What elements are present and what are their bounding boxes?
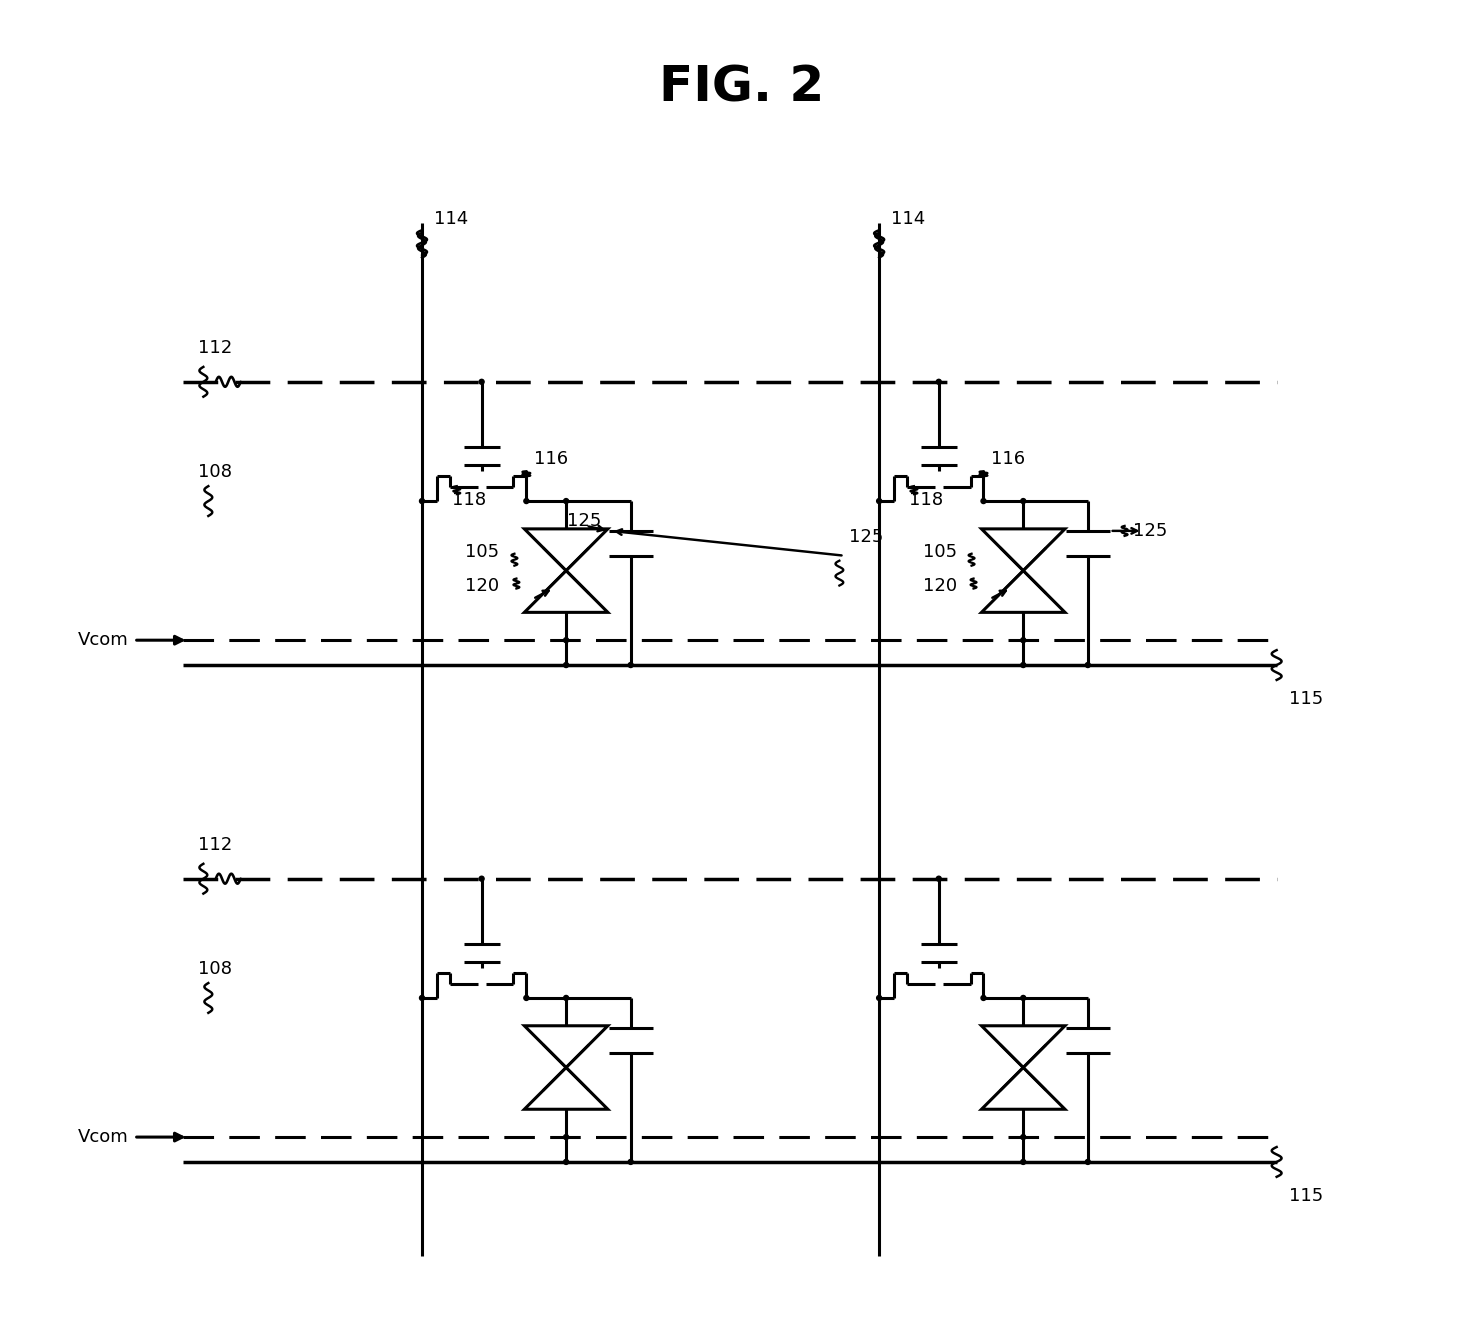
Circle shape [876, 996, 881, 1001]
Circle shape [564, 638, 568, 643]
Circle shape [479, 876, 483, 882]
Text: 116: 116 [534, 450, 568, 468]
Text: 120: 120 [922, 578, 957, 595]
Text: 115: 115 [1289, 690, 1323, 708]
Circle shape [1020, 1135, 1026, 1139]
Circle shape [420, 498, 424, 504]
Text: 115: 115 [1289, 1187, 1323, 1205]
Text: 112: 112 [199, 339, 233, 356]
Circle shape [1086, 662, 1090, 667]
Circle shape [523, 498, 529, 504]
Circle shape [1020, 638, 1026, 643]
Circle shape [1086, 1159, 1090, 1164]
Text: 108: 108 [199, 959, 233, 978]
Circle shape [564, 1159, 568, 1164]
Text: 116: 116 [992, 450, 1026, 468]
Text: 118: 118 [452, 492, 486, 509]
Circle shape [1020, 1159, 1026, 1164]
Text: 125: 125 [850, 528, 884, 545]
Text: FIG. 2: FIG. 2 [658, 64, 825, 111]
Circle shape [876, 498, 881, 504]
Text: 120: 120 [466, 578, 500, 595]
Text: Vcom: Vcom [79, 631, 129, 649]
Circle shape [936, 876, 942, 882]
Circle shape [564, 662, 568, 667]
Circle shape [523, 996, 529, 1001]
Circle shape [1020, 498, 1026, 504]
Text: 108: 108 [199, 464, 233, 481]
Circle shape [980, 498, 986, 504]
Circle shape [564, 498, 568, 504]
Circle shape [564, 1135, 568, 1139]
Text: 114: 114 [435, 210, 469, 228]
Circle shape [479, 379, 483, 385]
Circle shape [1020, 996, 1026, 1001]
Circle shape [564, 996, 568, 1001]
Text: 112: 112 [199, 836, 233, 854]
Circle shape [936, 379, 942, 385]
Circle shape [980, 996, 986, 1001]
Text: 118: 118 [909, 492, 943, 509]
Circle shape [420, 996, 424, 1001]
Circle shape [629, 662, 633, 667]
Circle shape [629, 1159, 633, 1164]
Text: 114: 114 [891, 210, 925, 228]
Text: 105: 105 [466, 543, 500, 560]
Text: 125: 125 [567, 512, 601, 529]
Text: 105: 105 [922, 543, 957, 560]
Circle shape [1020, 662, 1026, 667]
Text: Vcom: Vcom [79, 1128, 129, 1146]
Text: 125: 125 [1133, 521, 1167, 540]
